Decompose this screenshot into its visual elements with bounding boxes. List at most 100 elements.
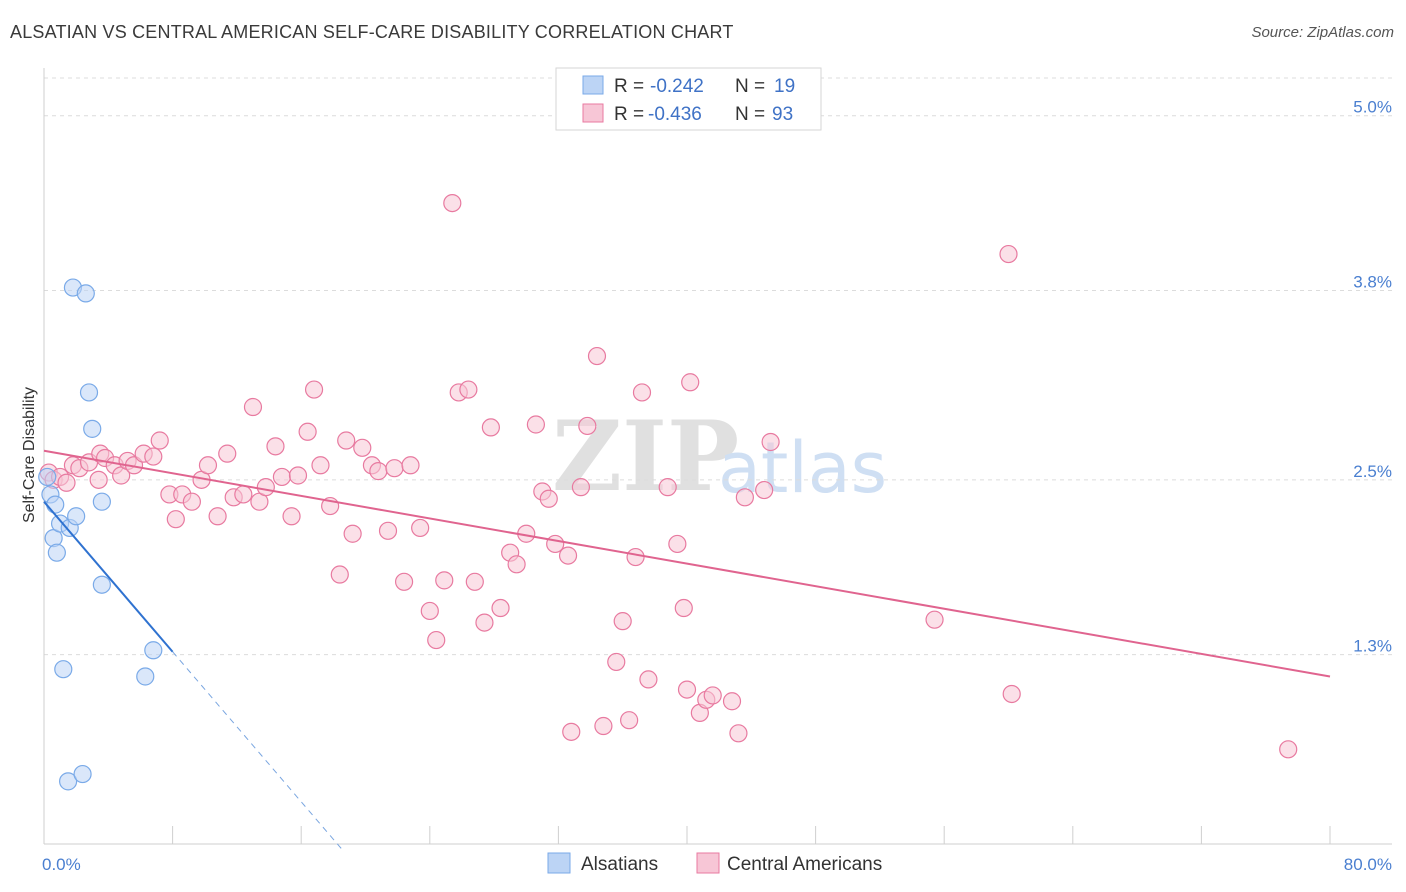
legend-swatch-central-americans (582, 103, 604, 123)
central-american-point (378, 521, 398, 540)
legend-r-label-1: R = (614, 104, 644, 125)
alsatian-trend-line (43, 501, 174, 653)
central-american-point (722, 692, 742, 711)
central-american-point (571, 478, 591, 497)
central-american-point (1002, 684, 1021, 704)
central-american-point (620, 711, 639, 730)
legend-n-value-1: 93 (772, 104, 793, 125)
alsatian-point (136, 667, 155, 686)
central-american-point (435, 571, 454, 590)
y-axis-label: Self-Care Disability (21, 387, 38, 523)
central-american-point (578, 416, 597, 436)
legend-n-value-0: 19 (774, 76, 795, 97)
central-american-point (298, 422, 317, 441)
central-american-point (558, 546, 578, 565)
y-tick-label: 5.0% (1353, 98, 1392, 117)
central-american-point (266, 437, 285, 456)
central-american-point (420, 601, 439, 621)
central-american-point (755, 480, 774, 500)
y-tick-label: 3.8% (1353, 272, 1392, 291)
x-axis-ticks (43, 826, 1331, 844)
central-american-point (925, 610, 944, 629)
alsatian-point (83, 419, 102, 438)
alsatian-point (47, 543, 66, 562)
alsatian-point (73, 764, 92, 784)
central-american-point (150, 431, 169, 450)
central-american-point (353, 438, 372, 457)
y-tick-label: 2.5% (1353, 462, 1392, 481)
series-central-americans-points (39, 193, 1298, 759)
x-tick-label-max: 80.0% (1344, 855, 1392, 874)
alsatian-point (54, 660, 73, 679)
central-american-point (385, 459, 404, 478)
trend-lines (43, 449, 1331, 849)
alsatian-trend-extension (172, 651, 342, 849)
alsatian-point (59, 772, 78, 791)
central-american-point (703, 686, 722, 705)
central-american-point (369, 462, 388, 481)
central-american-point (639, 670, 658, 689)
central-american-point (208, 507, 227, 526)
central-american-point (243, 397, 263, 417)
legend-n-label-1: N = (735, 104, 765, 125)
chart-title: ALSATIAN VS CENTRAL AMERICAN SELF-CARE D… (10, 22, 734, 42)
central-american-point (668, 534, 687, 554)
alsatian-point (38, 467, 57, 487)
central-american-trend-line (43, 449, 1331, 678)
central-american-point (475, 613, 494, 632)
central-american-point (459, 380, 478, 399)
central-american-point (427, 630, 446, 650)
y-tick-label: 1.3% (1353, 637, 1392, 656)
legend-box: R = -0.242 N = 19 R = -0.436 N = 93 (555, 67, 822, 131)
legend-r-label-0: R = (614, 76, 644, 97)
source-label: Source: ZipAtlas.com (1251, 24, 1394, 41)
central-american-point (182, 492, 201, 511)
central-american-point (198, 456, 218, 475)
central-american-point (144, 447, 163, 466)
central-american-point (166, 510, 185, 529)
alsatian-point (67, 507, 86, 526)
central-american-point (539, 489, 558, 508)
central-american-point (89, 470, 108, 489)
central-american-point (481, 418, 500, 437)
central-american-point (491, 598, 510, 618)
alsatian-point (76, 284, 95, 303)
central-american-point (330, 565, 349, 584)
central-american-point (337, 431, 356, 450)
alsatian-point (144, 641, 163, 660)
bottom-legend-label-central-americans: Central Americans (727, 854, 882, 875)
y-axis-tick-labels: 1.3% 2.5% 3.8% 5.0% (1353, 98, 1392, 656)
central-american-point (677, 680, 697, 699)
central-american-point (735, 488, 754, 507)
central-american-point (394, 572, 414, 591)
legend-n-label-0: N = (735, 76, 765, 97)
x-tick-label-min: 0.0% (42, 855, 81, 874)
central-american-point (626, 547, 645, 567)
central-american-point (761, 432, 780, 452)
central-american-point (256, 478, 275, 497)
central-american-point (343, 524, 362, 543)
central-american-point (304, 380, 324, 399)
alsatian-point (92, 492, 111, 511)
central-american-point (681, 373, 700, 392)
central-american-point (587, 346, 607, 366)
legend-swatch-alsatians (582, 75, 604, 95)
bottom-legend-swatch-alsatians (547, 852, 571, 874)
alsatian-point (46, 495, 65, 514)
central-american-point (443, 193, 462, 213)
legend-r-value-0: -0.242 (650, 76, 704, 97)
central-american-point (411, 518, 430, 538)
series-alsatians-points (38, 278, 163, 791)
central-american-point (57, 473, 76, 492)
central-american-point (272, 467, 292, 487)
legend-r-value-1: -0.436 (648, 104, 702, 125)
central-american-point (282, 507, 301, 526)
bottom-legend: Alsatians Central Americans (547, 852, 882, 875)
axes (43, 68, 1392, 845)
central-american-point (674, 598, 693, 618)
central-american-point (465, 572, 484, 591)
central-american-point (401, 456, 420, 475)
central-american-point (999, 244, 1018, 264)
central-american-point (288, 466, 308, 485)
